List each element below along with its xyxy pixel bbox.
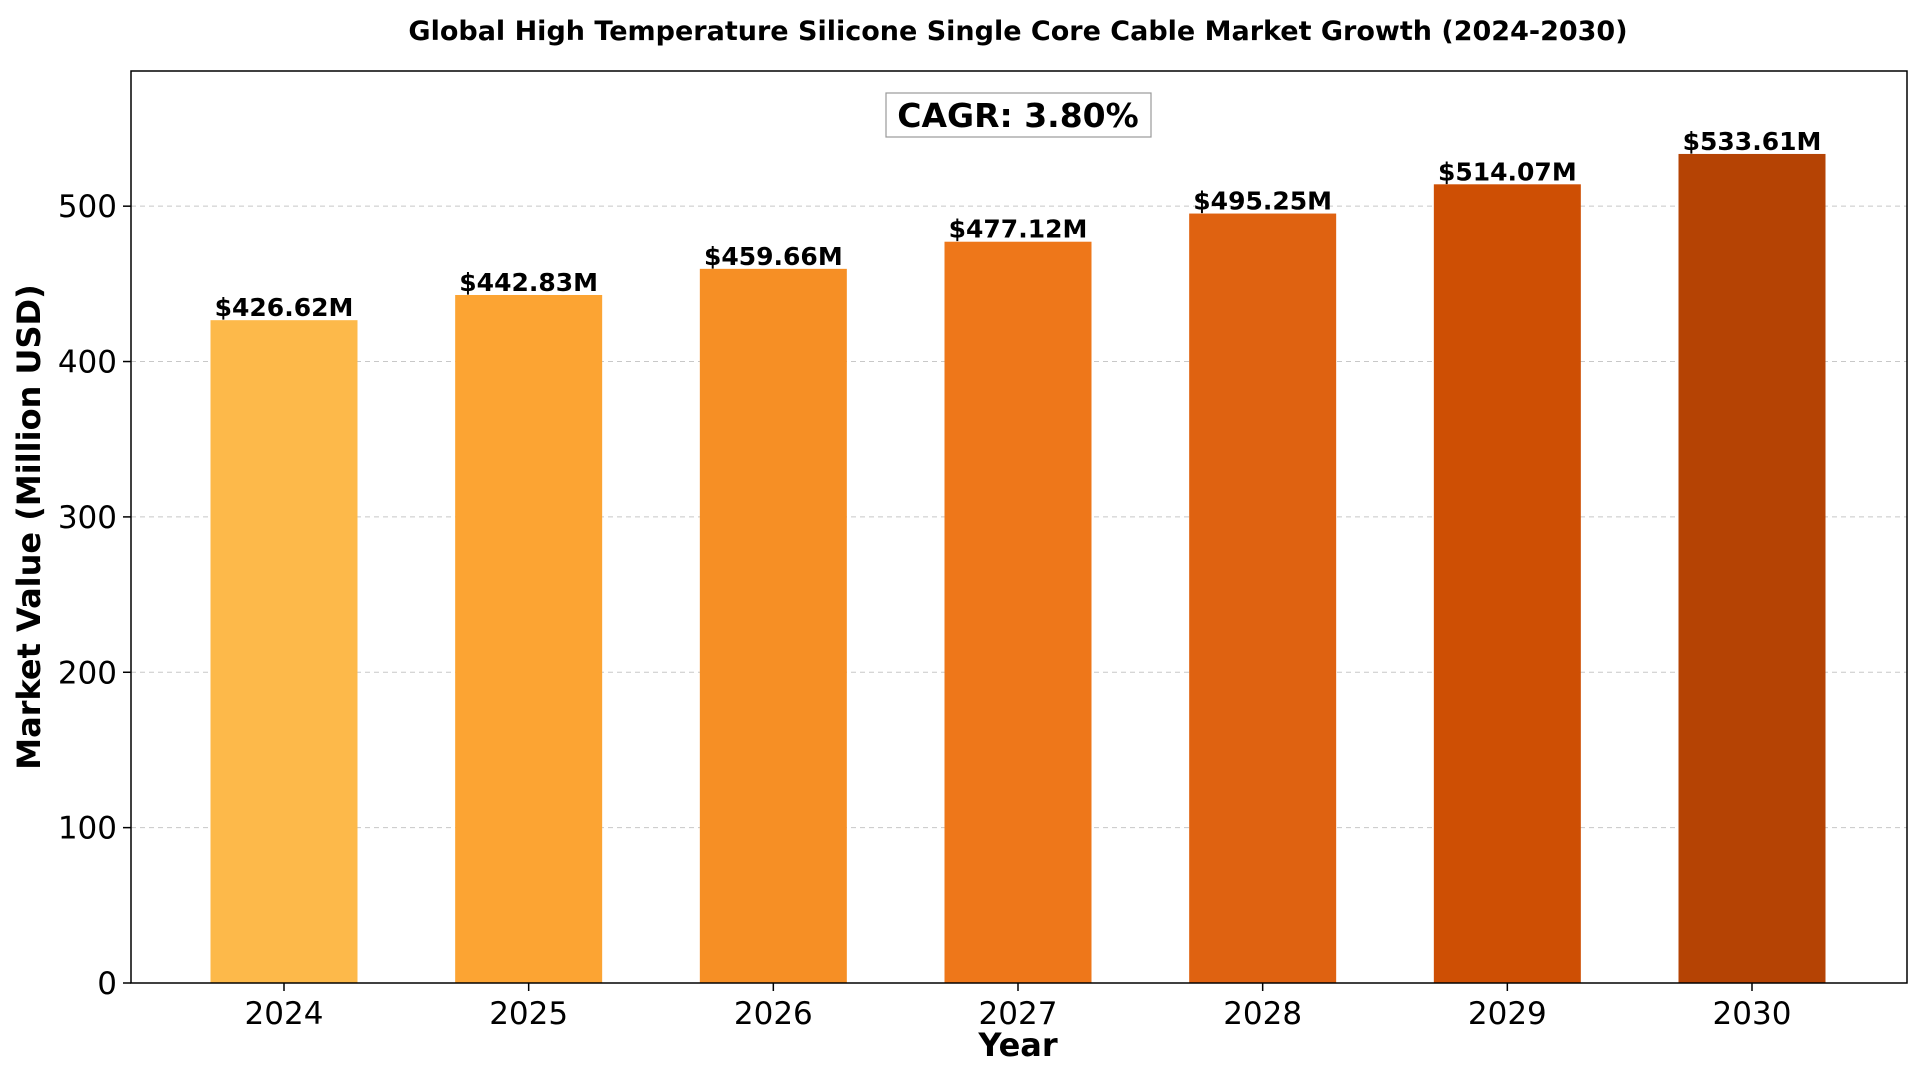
bars: [210, 153, 1826, 984]
y-tick-label: 300: [58, 500, 117, 536]
bar-2029: [1433, 184, 1581, 984]
x-axis-label: Year: [977, 1026, 1058, 1064]
y-tick-label: 200: [58, 655, 117, 691]
bar-2028: [1189, 213, 1337, 983]
y-axis-ticks: 0 100 200 300 400 500: [58, 189, 131, 1002]
x-tick-label-2030: 2030: [1713, 996, 1792, 1032]
y-tick-label: 500: [58, 189, 117, 225]
bar-2027: [944, 241, 1092, 984]
y-axis-label: Market Value (Million USD): [10, 284, 48, 769]
data-label-2026: $459.66M: [704, 242, 843, 271]
bar-2030: [1678, 153, 1826, 983]
x-tick-label-2025: 2025: [489, 996, 568, 1032]
data-label-2025: $442.83M: [459, 268, 598, 297]
cagr-annotation: CAGR: 3.80%: [885, 92, 1152, 138]
x-tick-label-2028: 2028: [1223, 996, 1302, 1032]
data-label-2028: $495.25M: [1193, 187, 1332, 216]
x-tick-label-2026: 2026: [734, 996, 813, 1032]
data-label-2029: $514.07M: [1438, 157, 1577, 186]
y-tick-label: 100: [58, 811, 117, 847]
chart-title: Global High Temperature Silicone Single …: [408, 16, 1627, 47]
data-labels: $426.62M $442.83M $459.66M $477.12M $495.25M…: [215, 127, 1822, 322]
bar-2024: [210, 320, 358, 984]
gridlines: [131, 205, 1907, 829]
x-tick-label-2027: 2027: [979, 996, 1058, 1032]
cagr-label: CAGR: 3.80%: [897, 96, 1138, 135]
data-label-2030: $533.61M: [1683, 127, 1822, 156]
cagr-box: [885, 92, 1152, 138]
data-label-2024: $426.62M: [215, 293, 354, 322]
data-label-2027: $477.12M: [949, 215, 1088, 244]
x-tick-label-2024: 2024: [245, 996, 324, 1032]
y-tick-label: 0: [97, 966, 117, 1002]
plot-frame: [130, 70, 1908, 984]
bar-2025: [455, 294, 603, 983]
x-tick-label-2029: 2029: [1468, 996, 1547, 1032]
y-tick-label: 400: [58, 345, 117, 381]
bar-2026: [699, 268, 847, 984]
x-axis-ticks: 2024 2025 2026 2027 2028 2029 2030: [245, 983, 1792, 1032]
